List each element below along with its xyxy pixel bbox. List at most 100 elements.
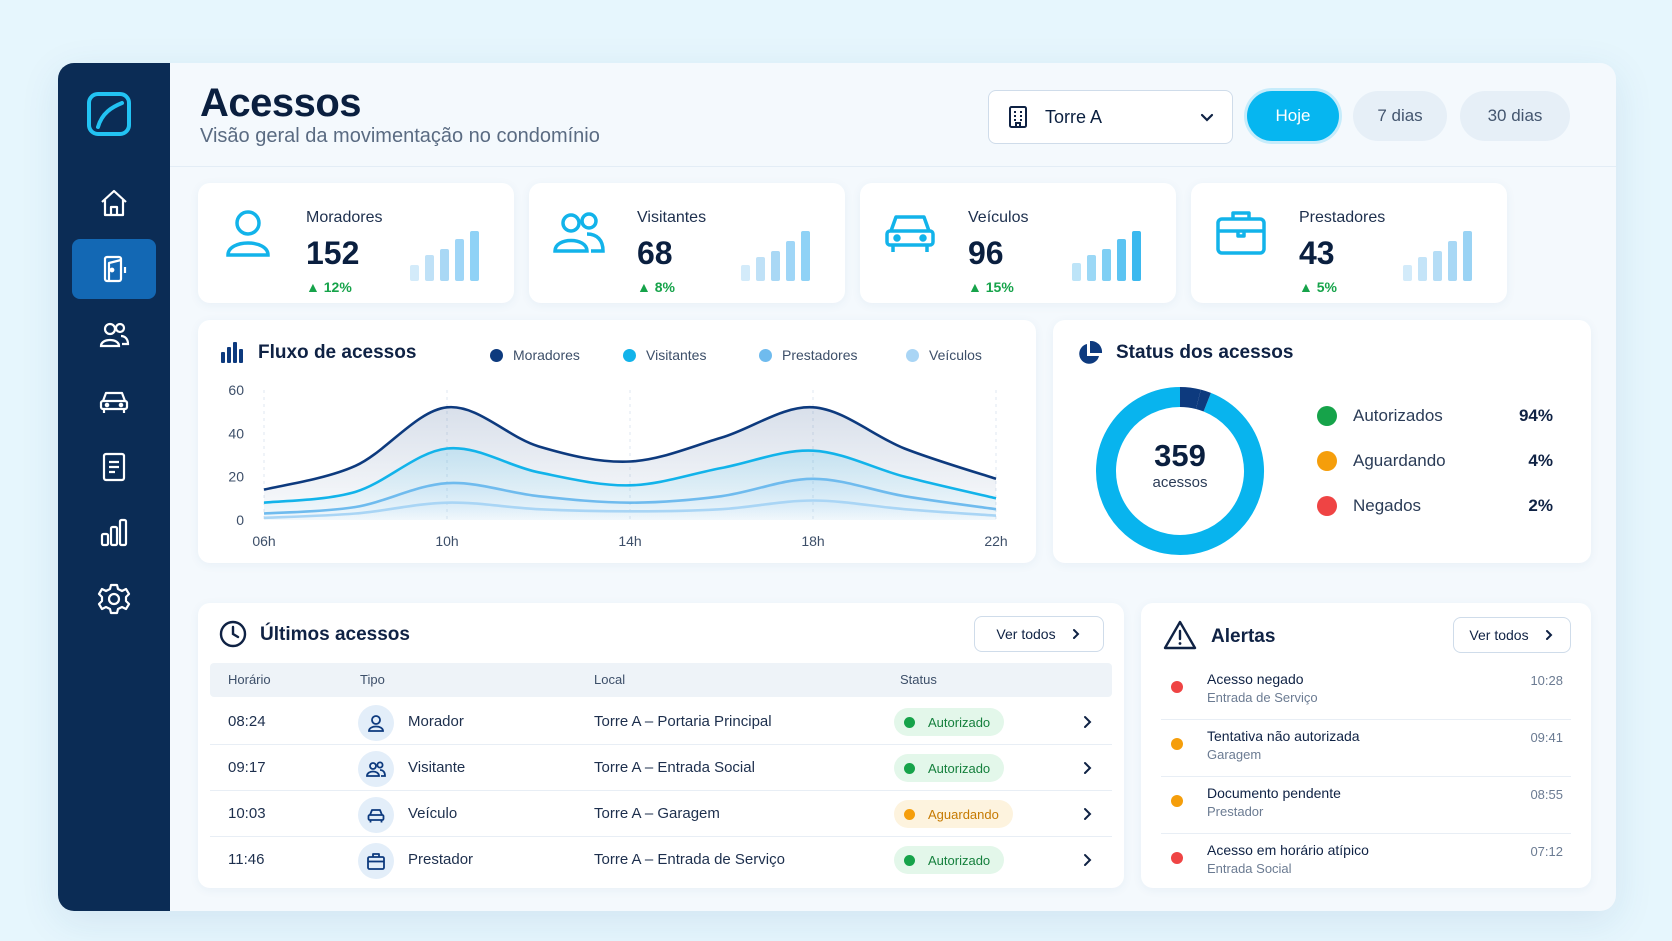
stat-value: 43 bbox=[1299, 235, 1335, 271]
donut-slice-aguardando bbox=[1179, 387, 1201, 410]
alerts-view-all-button[interactable]: Ver todos bbox=[1453, 617, 1571, 653]
car-icon bbox=[99, 391, 129, 413]
alerts-card: Alertas Ver todos Acesso negado Entrada … bbox=[1141, 603, 1591, 888]
status-dot bbox=[1317, 451, 1337, 471]
donut-slice-autorizados bbox=[1096, 387, 1264, 555]
chevron-right-icon[interactable] bbox=[1080, 853, 1094, 867]
table-header: Horário Tipo Local Status bbox=[210, 663, 1112, 697]
stat-delta: ▲ 8% bbox=[637, 279, 675, 295]
legend-dot bbox=[490, 348, 503, 362]
column-header: Horário bbox=[228, 672, 271, 687]
sidebar-item-settings[interactable] bbox=[72, 569, 156, 629]
donut-total-label: acessos bbox=[1152, 474, 1208, 491]
status-row-negados: Negados 2% bbox=[1317, 496, 1553, 516]
app-window: Acessos Visão geral da movimentação no c… bbox=[58, 63, 1616, 911]
status-badge: Aguardando bbox=[894, 800, 1013, 828]
stat-label: Visitantes bbox=[637, 209, 707, 226]
cell-type: Prestador bbox=[408, 851, 474, 868]
trend-up-icon: ▲ bbox=[968, 279, 982, 295]
alert-title: Acesso negado bbox=[1207, 671, 1304, 687]
donut-total: 359 bbox=[1154, 438, 1206, 473]
stat-delta: ▲ 15% bbox=[968, 279, 1014, 295]
cell-place: Torre A – Portaria Principal bbox=[594, 713, 772, 730]
sparkline-bars bbox=[1072, 231, 1141, 281]
cell-time: 11:46 bbox=[228, 851, 265, 868]
alert-subtitle: Garagem bbox=[1207, 747, 1262, 762]
period-7-days-button[interactable]: 7 dias bbox=[1353, 91, 1447, 141]
legend-dot bbox=[759, 348, 772, 362]
y-tick-label: 60 bbox=[228, 382, 244, 398]
table-row[interactable]: 08:24 Morador Torre A – Portaria Princip… bbox=[210, 699, 1112, 745]
stat-card-visitantes: Visitantes 68 ▲ 8% bbox=[529, 183, 845, 303]
alerts-title: Alertas bbox=[1211, 626, 1276, 647]
period-today-button[interactable]: Hoje bbox=[1247, 91, 1339, 141]
alert-item[interactable]: Acesso em horário atípico Entrada Social… bbox=[1161, 834, 1571, 891]
column-header: Local bbox=[594, 672, 626, 687]
users-icon bbox=[553, 212, 605, 253]
status-badge: Autorizado bbox=[894, 754, 1005, 782]
cell-time: 10:03 bbox=[228, 805, 266, 822]
sparkline-bars bbox=[1403, 231, 1472, 281]
sidebar-item-users[interactable] bbox=[72, 305, 156, 365]
x-tick-label: 14h bbox=[618, 533, 641, 549]
alert-item[interactable]: Documento pendente Prestador 08:55 bbox=[1161, 777, 1571, 834]
user-icon bbox=[368, 715, 384, 732]
alert-time: 07:12 bbox=[1530, 844, 1563, 859]
app-logo-icon[interactable] bbox=[86, 91, 132, 137]
series-area-veículos bbox=[264, 500, 996, 520]
stat-delta: ▲ 12% bbox=[306, 279, 352, 295]
alert-item[interactable]: Tentativa não autorizada Garagem 09:41 bbox=[1161, 720, 1571, 777]
building-select[interactable]: Torre A bbox=[988, 90, 1233, 144]
alert-dot bbox=[1171, 795, 1183, 807]
stat-label: Veículos bbox=[968, 209, 1029, 226]
type-icon-wrap bbox=[358, 843, 394, 879]
alert-title: Tentativa não autorizada bbox=[1207, 728, 1360, 744]
status-badge: Autorizado bbox=[894, 846, 1005, 874]
cell-type: Veículo bbox=[408, 805, 458, 822]
bar-chart-icon bbox=[100, 518, 128, 547]
sparkline-bars bbox=[741, 231, 810, 281]
flow-chart-card: Fluxo de acessos Moradores Visitantes Pr… bbox=[198, 320, 1036, 563]
sidebar-item-vehicles[interactable] bbox=[72, 371, 156, 431]
cell-time: 08:24 bbox=[228, 713, 266, 730]
period-30-days-button[interactable]: 30 dias bbox=[1460, 91, 1570, 141]
type-icon-wrap bbox=[358, 705, 394, 741]
user-icon bbox=[226, 210, 270, 257]
table-row[interactable]: 09:17 Visitante Torre A – Entrada Social… bbox=[210, 745, 1112, 791]
document-icon bbox=[102, 452, 126, 482]
sidebar-item-acessos[interactable] bbox=[72, 239, 156, 299]
building-select-value: Torre A bbox=[1045, 106, 1103, 127]
chevron-right-icon[interactable] bbox=[1080, 761, 1094, 775]
cell-type: Morador bbox=[408, 713, 464, 730]
table-row[interactable]: 10:03 Veículo Torre A – Garagem Aguardan… bbox=[210, 791, 1112, 837]
sparkline-bars bbox=[410, 231, 479, 281]
stat-label: Prestadores bbox=[1299, 209, 1386, 226]
legend-visitantes[interactable]: Visitantes bbox=[623, 347, 706, 363]
chevron-right-icon[interactable] bbox=[1080, 715, 1094, 729]
sidebar-item-documents[interactable] bbox=[72, 437, 156, 497]
users-icon bbox=[99, 322, 130, 348]
alert-dot bbox=[1171, 681, 1183, 693]
chevron-right-icon[interactable] bbox=[1080, 807, 1094, 821]
status-card: Status dos acessos 359 acessos Autorizad… bbox=[1053, 320, 1591, 563]
home-icon bbox=[101, 189, 127, 217]
column-header: Status bbox=[900, 672, 937, 687]
cell-type: Visitante bbox=[408, 759, 466, 776]
sidebar-item-home[interactable] bbox=[72, 173, 156, 233]
legend-prestadores[interactable]: Prestadores bbox=[759, 347, 857, 363]
x-tick-label: 22h bbox=[984, 533, 1007, 549]
bar-chart-icon bbox=[221, 342, 243, 363]
trend-up-icon: ▲ bbox=[1299, 279, 1313, 295]
status-donut-chart bbox=[1096, 387, 1264, 555]
recent-view-all-button[interactable]: Ver todos bbox=[974, 616, 1104, 652]
warning-icon bbox=[1163, 620, 1197, 650]
legend-veiculos[interactable]: Veículos bbox=[906, 347, 982, 363]
alert-item[interactable]: Acesso negado Entrada de Serviço 10:28 bbox=[1161, 663, 1571, 720]
table-row[interactable]: 11:46 Prestador Torre A – Entrada de Ser… bbox=[210, 837, 1112, 883]
stat-label: Moradores bbox=[306, 209, 383, 226]
sidebar-item-reports[interactable] bbox=[72, 503, 156, 563]
legend-moradores[interactable]: Moradores bbox=[490, 347, 580, 363]
car-icon bbox=[885, 215, 935, 252]
chevron-right-icon bbox=[1072, 629, 1079, 639]
car-icon bbox=[367, 809, 385, 823]
